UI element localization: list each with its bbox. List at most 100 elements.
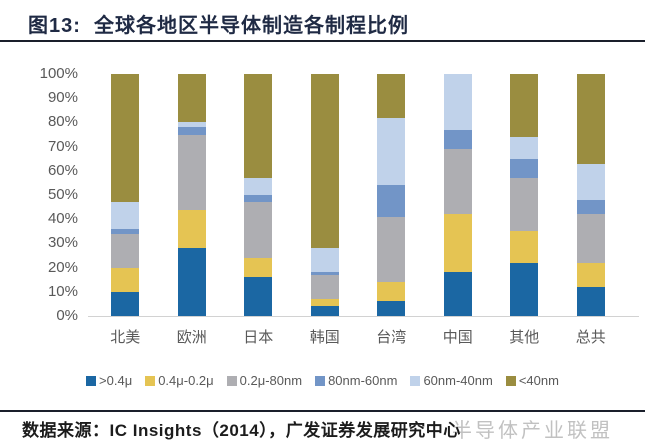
bar-column: 北美 bbox=[92, 74, 159, 346]
y-axis-tick: 10% bbox=[47, 282, 78, 300]
bar-segment bbox=[111, 74, 140, 203]
bar-segment bbox=[244, 277, 273, 316]
bar-segment bbox=[576, 214, 605, 263]
legend-label: 60nm-40nm bbox=[423, 373, 493, 388]
x-axis-label: 欧洲 bbox=[176, 329, 207, 346]
legend-item: 0.4μ-0.2μ bbox=[145, 373, 214, 388]
bar-segment bbox=[244, 178, 273, 196]
x-axis-line bbox=[88, 316, 639, 317]
legend-item: >0.4μ bbox=[86, 373, 132, 388]
source-text: 数据来源：IC Insights（2014），广发证券发展研究中心 bbox=[22, 421, 461, 440]
figure-title: 图13: 全球各地区半导体制造各制程比例 bbox=[28, 15, 410, 37]
x-axis-label: 北美 bbox=[110, 329, 141, 346]
legend-item: <40nm bbox=[505, 373, 559, 388]
bar-segment bbox=[177, 122, 206, 128]
bar-segment bbox=[111, 228, 140, 234]
bar-segment bbox=[576, 163, 605, 200]
bar-segment bbox=[310, 274, 339, 300]
y-axis-tick: 80% bbox=[47, 113, 78, 131]
bar-segment bbox=[377, 74, 406, 118]
bar-segment bbox=[377, 185, 406, 217]
bar-segment bbox=[177, 134, 206, 210]
bar-segment bbox=[510, 158, 539, 179]
legend-item: 80nm-60nm bbox=[315, 373, 397, 388]
bar-segment bbox=[377, 216, 406, 283]
bar-segment bbox=[443, 214, 472, 273]
bar-segment bbox=[377, 282, 406, 302]
bar-column: 韩国 bbox=[292, 74, 359, 346]
legend-item: 0.2μ-80nm bbox=[226, 373, 303, 388]
bar-column: 台湾 bbox=[358, 74, 425, 346]
bar-segment bbox=[310, 248, 339, 273]
y-axis-tick: 0% bbox=[56, 307, 78, 324]
y-axis-tick: 90% bbox=[47, 89, 78, 107]
bar-column: 其他 bbox=[491, 74, 558, 346]
bar-segment bbox=[576, 199, 605, 215]
legend: >0.4μ 0.4μ-0.2μ 0.2μ-80nm 80nm-60nm 60nm-40n… bbox=[0, 373, 645, 388]
bar-segment bbox=[310, 272, 339, 275]
bar-column: 中国 bbox=[425, 74, 492, 346]
bar-segment bbox=[111, 233, 140, 268]
bar-segment bbox=[377, 301, 406, 316]
stacked-bar bbox=[510, 74, 539, 316]
bar-segment bbox=[310, 299, 339, 307]
legend-label: <40nm bbox=[518, 373, 559, 388]
y-axis-tick: 50% bbox=[47, 186, 78, 203]
x-axis-label: 日本 bbox=[243, 329, 274, 346]
bar-segment bbox=[377, 117, 406, 186]
legend-swatch bbox=[315, 375, 326, 386]
y-axis: 100% 90% 80% 70% 60% 50% 40% 30% 20% 10% 0% bbox=[0, 65, 80, 324]
legend-swatch bbox=[410, 375, 421, 386]
legend-label: 0.4μ-0.2μ bbox=[158, 373, 214, 388]
y-axis-tick: 30% bbox=[47, 234, 78, 252]
bar-segment bbox=[244, 202, 273, 258]
bar-segment bbox=[510, 262, 539, 316]
bar-segment bbox=[576, 262, 605, 287]
bar-segment bbox=[244, 74, 273, 179]
bottom-divider bbox=[0, 410, 645, 412]
y-axis-tick: 20% bbox=[47, 258, 78, 276]
bar-segment bbox=[443, 129, 472, 150]
bar-segment bbox=[244, 195, 273, 203]
y-axis-tick: 100% bbox=[39, 65, 78, 82]
bar-segment bbox=[177, 74, 206, 123]
stacked-bar bbox=[177, 74, 206, 316]
stacked-bar bbox=[576, 74, 605, 316]
stacked-bar bbox=[377, 74, 406, 316]
bar-column: 总共 bbox=[558, 74, 625, 346]
bar-segment bbox=[177, 248, 206, 316]
bar-segment bbox=[310, 74, 339, 249]
bar-segment bbox=[443, 74, 472, 130]
bar-segment bbox=[244, 257, 273, 278]
bar-segment bbox=[576, 74, 605, 164]
stacked-bar bbox=[443, 74, 472, 316]
y-axis-tick: 40% bbox=[47, 210, 78, 228]
legend-swatch bbox=[505, 375, 516, 386]
stacked-bar bbox=[111, 74, 140, 316]
bar-segment bbox=[310, 306, 339, 316]
bar-column: 日本 bbox=[225, 74, 292, 346]
legend-label: 0.2μ-80nm bbox=[239, 373, 303, 388]
bar-segment bbox=[510, 178, 539, 232]
legend-label: >0.4μ bbox=[99, 373, 133, 388]
y-axis-tick: 60% bbox=[47, 161, 78, 179]
top-divider bbox=[0, 40, 645, 42]
x-axis-label: 中国 bbox=[442, 329, 473, 346]
bar-segment bbox=[510, 231, 539, 263]
bar-segment bbox=[510, 74, 539, 137]
y-axis-tick: 70% bbox=[47, 137, 78, 155]
watermark-text: 半导体产业联盟 bbox=[452, 420, 613, 442]
bar-segment bbox=[576, 286, 605, 316]
x-axis-label: 其他 bbox=[509, 329, 540, 346]
x-axis-label: 总共 bbox=[575, 329, 606, 346]
bar-segment bbox=[177, 209, 206, 249]
stacked-bar bbox=[244, 74, 273, 316]
x-axis-label: 韩国 bbox=[309, 329, 340, 346]
plot-area: 北美 欧洲 日本 韩国 台湾 中国 其他 总共 bbox=[92, 74, 625, 346]
bar-segment bbox=[443, 272, 472, 316]
legend-item: 60nm-40nm bbox=[410, 373, 493, 388]
x-axis-label: 台湾 bbox=[376, 329, 407, 346]
bar-segment bbox=[177, 127, 206, 135]
bar-segment bbox=[111, 291, 140, 316]
